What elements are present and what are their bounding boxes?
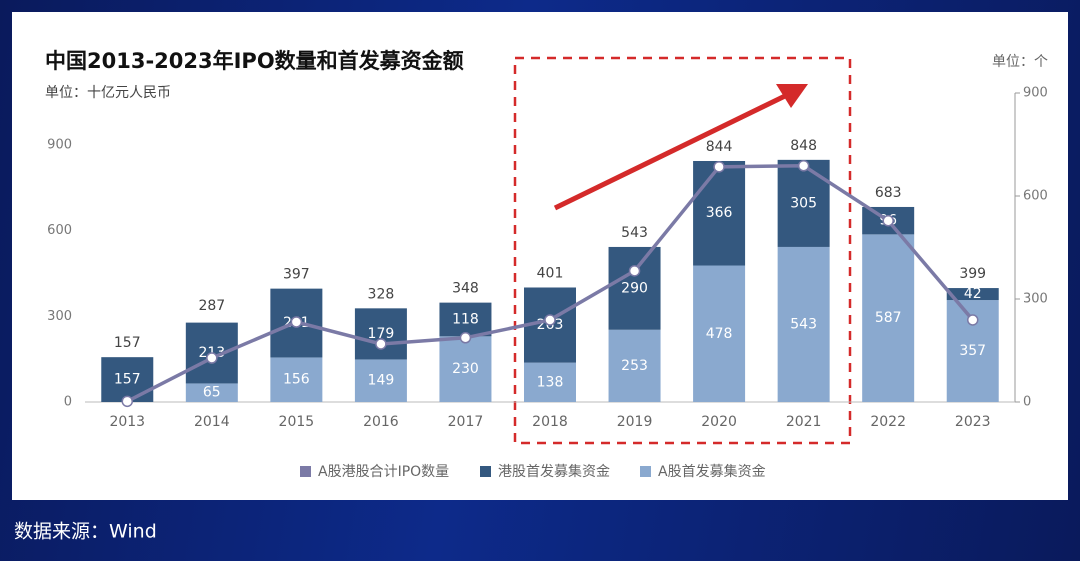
bar-value-label: 253 xyxy=(621,358,648,374)
legend-label: A股首发募集资金 xyxy=(658,463,766,480)
bar xyxy=(777,246,830,402)
bar-value-label: 118 xyxy=(452,311,479,327)
line-point xyxy=(459,332,472,344)
bar-value-label: 138 xyxy=(537,374,564,390)
bar xyxy=(693,160,746,266)
bar xyxy=(185,383,238,402)
x-tick-label: 2015 xyxy=(279,414,315,430)
line-point xyxy=(797,160,810,172)
total-label: 401 xyxy=(537,265,564,281)
total-label: 397 xyxy=(283,267,310,283)
line-point xyxy=(121,395,134,408)
x-tick-label: 2013 xyxy=(109,414,145,430)
x-tick-label: 2023 xyxy=(955,414,991,430)
y2-tick-label: 600 xyxy=(1023,189,1048,204)
y-tick-label: 0 xyxy=(64,395,72,410)
line-point xyxy=(290,316,303,328)
total-label: 848 xyxy=(790,138,817,154)
y-tick-label: 600 xyxy=(47,223,72,238)
x-tick-label: 2017 xyxy=(448,414,484,430)
line-point xyxy=(375,338,387,350)
y2-tick-label: 900 xyxy=(1023,86,1048,101)
x-tick-label: 2022 xyxy=(870,414,906,430)
total-label: 157 xyxy=(114,335,141,351)
bar xyxy=(946,288,999,301)
trend-arrow xyxy=(553,93,787,211)
total-label: 844 xyxy=(706,139,733,155)
bar xyxy=(439,336,492,402)
source: 数据来源：Wind xyxy=(14,521,157,543)
plot: 0300600900030060090020131571572014652132… xyxy=(47,86,1048,481)
x-tick-label: 2021 xyxy=(786,414,822,430)
line-point xyxy=(628,265,641,277)
y2-tick-label: 300 xyxy=(1023,292,1048,307)
line-point xyxy=(882,214,894,227)
x-tick-label: 2020 xyxy=(701,414,737,430)
bar xyxy=(439,302,492,337)
bar xyxy=(270,357,323,402)
highlight-box xyxy=(513,56,852,445)
bar-value-label: 543 xyxy=(790,316,817,332)
x-tick-label: 2014 xyxy=(194,414,230,430)
bar xyxy=(862,234,915,402)
total-label: 287 xyxy=(198,298,225,314)
bar-value-label: 65 xyxy=(203,385,221,401)
arrow-head xyxy=(776,84,808,108)
bar xyxy=(608,329,661,402)
bar xyxy=(354,359,407,402)
line-point xyxy=(713,161,725,173)
legend-label: 港股首发募集资金 xyxy=(498,463,610,480)
legend-label: A股港股合计IPO数量 xyxy=(318,464,449,480)
bar-value-label: 366 xyxy=(706,205,733,221)
x-tick-label: 2018 xyxy=(532,414,568,430)
bar xyxy=(524,362,576,402)
subtitle: 单位：十亿元人民币 xyxy=(45,85,171,101)
bar xyxy=(101,357,154,402)
bar-value-label: 305 xyxy=(790,195,817,211)
y2-tick-label: 0 xyxy=(1023,395,1031,410)
total-label: 328 xyxy=(368,286,395,302)
bar-value-label: 179 xyxy=(368,326,395,342)
bar-value-label: 157 xyxy=(114,372,141,388)
legend-swatch xyxy=(480,466,491,477)
y-tick-label: 900 xyxy=(47,138,72,153)
chart-title: 中国2013-2023年IPO数量和首发募资金额 xyxy=(45,49,464,73)
total-label: 543 xyxy=(621,225,648,241)
y-tick-label: 300 xyxy=(47,309,72,324)
total-label: 683 xyxy=(875,185,902,201)
legend-swatch xyxy=(640,466,651,477)
bar-value-label: 357 xyxy=(959,343,986,359)
line-point xyxy=(544,314,556,326)
line-point xyxy=(206,352,218,364)
total-label: 399 xyxy=(959,266,986,282)
bar xyxy=(777,159,830,247)
line-point xyxy=(966,314,979,326)
bar-value-label: 42 xyxy=(964,286,982,302)
y2-unit: 单位：个 xyxy=(992,54,1048,70)
x-tick-label: 2019 xyxy=(617,414,653,430)
bar-value-label: 149 xyxy=(368,373,395,389)
bar-value-label: 587 xyxy=(875,310,902,326)
bar-value-label: 156 xyxy=(283,372,310,388)
legend-swatch xyxy=(300,466,311,477)
bar xyxy=(693,265,746,402)
total-label: 348 xyxy=(452,281,479,297)
bar-value-label: 230 xyxy=(452,361,479,377)
bar xyxy=(354,308,407,360)
bar-value-label: 478 xyxy=(706,326,733,342)
bar xyxy=(608,246,661,330)
bar-value-label: 290 xyxy=(621,280,648,296)
x-tick-label: 2016 xyxy=(363,414,399,430)
